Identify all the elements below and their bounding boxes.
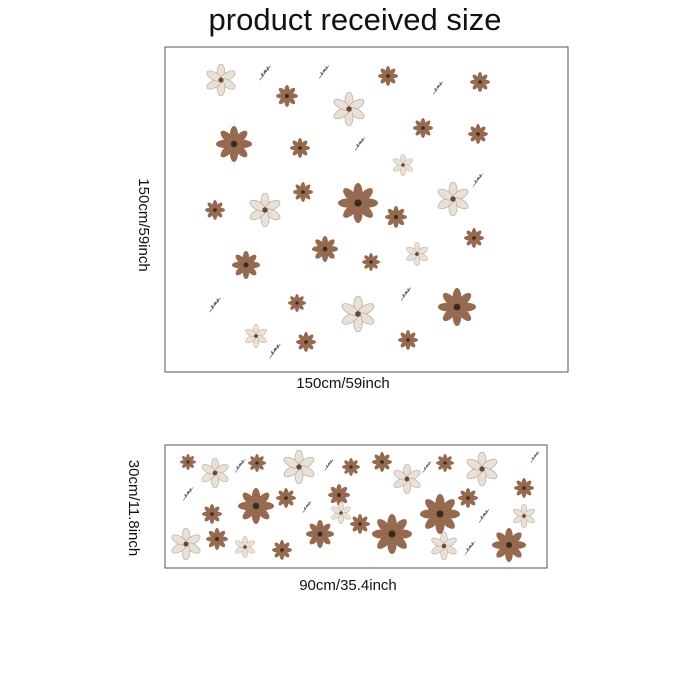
- flower: [272, 540, 292, 560]
- flower: [464, 228, 484, 248]
- flower: [312, 236, 338, 262]
- flower: [293, 182, 313, 202]
- flower: [288, 294, 306, 312]
- flower: [398, 330, 418, 350]
- flower: [276, 85, 298, 107]
- flower: [338, 183, 378, 223]
- flower: [206, 528, 228, 550]
- flower: [514, 478, 534, 498]
- height-label: 150cm/59inch: [135, 178, 152, 271]
- height-label: 30cm/11.8inch: [125, 460, 142, 556]
- flower: [328, 484, 350, 506]
- flower: [470, 72, 490, 92]
- width-label: 150cm/59inch: [296, 375, 389, 392]
- flower: [378, 66, 398, 86]
- flower: [350, 514, 370, 534]
- width-label: 90cm/35.4inch: [299, 577, 397, 594]
- flower: [385, 206, 407, 228]
- flower: [306, 520, 334, 548]
- flower: [216, 126, 252, 162]
- flower: [458, 488, 478, 508]
- flower: [413, 118, 433, 138]
- flower: [290, 138, 310, 158]
- flower: [238, 488, 274, 524]
- flower: [372, 452, 392, 472]
- flower: [296, 332, 316, 352]
- flower: [232, 251, 260, 279]
- flower: [420, 494, 460, 534]
- flower: [342, 458, 360, 476]
- flower: [362, 253, 380, 271]
- flower: [180, 454, 196, 470]
- flower: [438, 288, 476, 326]
- flower: [248, 454, 266, 472]
- flower: [205, 200, 225, 220]
- flower: [276, 488, 296, 508]
- flower: [468, 124, 488, 144]
- flower: [492, 528, 526, 562]
- flower: [436, 454, 454, 472]
- flower: [202, 504, 222, 524]
- flower: [372, 514, 412, 554]
- title: product received size: [209, 2, 502, 37]
